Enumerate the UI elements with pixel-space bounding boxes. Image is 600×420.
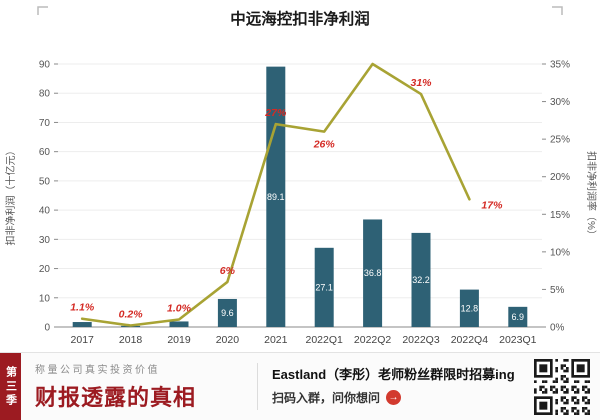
- chart-title: 中远海控扣非净利润: [230, 9, 370, 28]
- qr-code: [534, 359, 590, 415]
- x-tick-label: 2019: [167, 334, 191, 346]
- right-tick-label: 20%: [550, 172, 570, 183]
- brand-block: 称量公司真实投资价值 财报透露的真相: [21, 353, 257, 420]
- left-tick-label: 30: [39, 235, 51, 246]
- right-tick-label: 5%: [550, 285, 565, 296]
- x-tick-label: 2020: [216, 334, 240, 346]
- promo-text: Eastland（李彤）老师粉丝群限时招募ing: [272, 367, 515, 382]
- line-value-label: 1.0%: [167, 302, 192, 314]
- profit-combo-chart: 0 10 20 30 40 50 60 70 80 90 0% 5% 10% 15% 20% 25% 30% 35…: [4, 6, 598, 346]
- line-value-label: 31%: [410, 77, 432, 89]
- left-axis-title: 扣非净利润（十亿元）: [4, 146, 17, 246]
- right-tick-label: 30%: [550, 97, 570, 108]
- bar-value-label: 9.6: [221, 308, 234, 318]
- vertical-divider: [257, 363, 258, 410]
- promo-block: Eastland（李彤）老师粉丝群限时招募ing 扫码入群，问你想问 →: [258, 353, 528, 420]
- x-tick-label: 2022Q3: [402, 334, 440, 346]
- bar-value-label: 12.8: [461, 303, 479, 313]
- season-label: 第三季: [4, 365, 17, 408]
- bar: [169, 321, 189, 327]
- arrow-icon: →: [386, 390, 402, 405]
- x-tick-label: 2022Q1: [306, 334, 344, 346]
- bar-value-label: 89.1: [267, 192, 285, 202]
- bar: [72, 322, 92, 327]
- left-tick-label: 10: [39, 293, 51, 304]
- line-value-label: 0.2%: [119, 308, 144, 320]
- bar: [363, 219, 383, 327]
- line-series: [80, 62, 471, 327]
- bar: [459, 289, 479, 327]
- chart-area: 0 10 20 30 40 50 60 70 80 90 0% 5% 10% 15% 20% 25% 30% 35…: [4, 6, 598, 346]
- right-tick-label: 35%: [550, 60, 570, 71]
- line-value-label: 1.1%: [70, 302, 95, 314]
- right-tick-label: 10%: [550, 247, 570, 258]
- brand-tagline: 称量公司真实投资价值: [35, 365, 160, 376]
- right-tick-label: 0%: [550, 323, 565, 334]
- right-tick-label: 25%: [550, 135, 570, 146]
- corner-mark-right: [552, 6, 563, 15]
- bar-value-label: 6.9: [512, 312, 525, 322]
- line-value-label: 17%: [481, 199, 503, 211]
- x-tick-label: 2023Q1: [499, 334, 537, 346]
- x-tick-label: 2021: [264, 334, 288, 346]
- x-tick-label: 2022Q2: [354, 334, 392, 346]
- bar: [266, 66, 286, 327]
- line-value-label: 6%: [220, 265, 236, 277]
- footer-banner: 第三季 称量公司真实投资价值 财报透露的真相 Eastland（李彤）老师粉丝群…: [0, 352, 600, 420]
- x-tick-label: 2022Q4: [451, 334, 489, 346]
- left-tick-label: 60: [39, 147, 51, 158]
- bar: [314, 247, 334, 327]
- season-badge: 第三季: [0, 353, 21, 420]
- x-tick-label: 2017: [71, 334, 95, 346]
- bar: [217, 298, 237, 327]
- bar-value-label: 27.1: [315, 282, 333, 292]
- left-tick-label: 20: [39, 264, 51, 275]
- left-tick-label: 90: [39, 60, 51, 71]
- cta-row: 扫码入群，问你想问 →: [272, 389, 528, 406]
- right-axis-title: 扣非净利润率（%）: [585, 151, 598, 240]
- line-value-label: 26%: [313, 139, 336, 151]
- x-tick-label: 2018: [119, 334, 143, 346]
- line-value-label: 27%: [264, 107, 287, 119]
- bar: [508, 306, 528, 327]
- left-tick-label: 40: [39, 206, 51, 217]
- bar: [411, 232, 431, 327]
- bar-value-label: 32.2: [412, 275, 430, 285]
- left-tick-label: 70: [39, 118, 51, 129]
- left-tick-label: 0: [44, 323, 50, 334]
- brand-title: 财报透露的真相: [35, 385, 197, 410]
- right-tick-label: 15%: [550, 210, 570, 221]
- bar-value-label: 36.8: [364, 268, 382, 278]
- left-tick-label: 50: [39, 176, 51, 187]
- left-tick-label: 80: [39, 89, 51, 100]
- corner-mark-left: [37, 6, 48, 15]
- cta-text: 扫码入群，问你想问: [272, 391, 381, 405]
